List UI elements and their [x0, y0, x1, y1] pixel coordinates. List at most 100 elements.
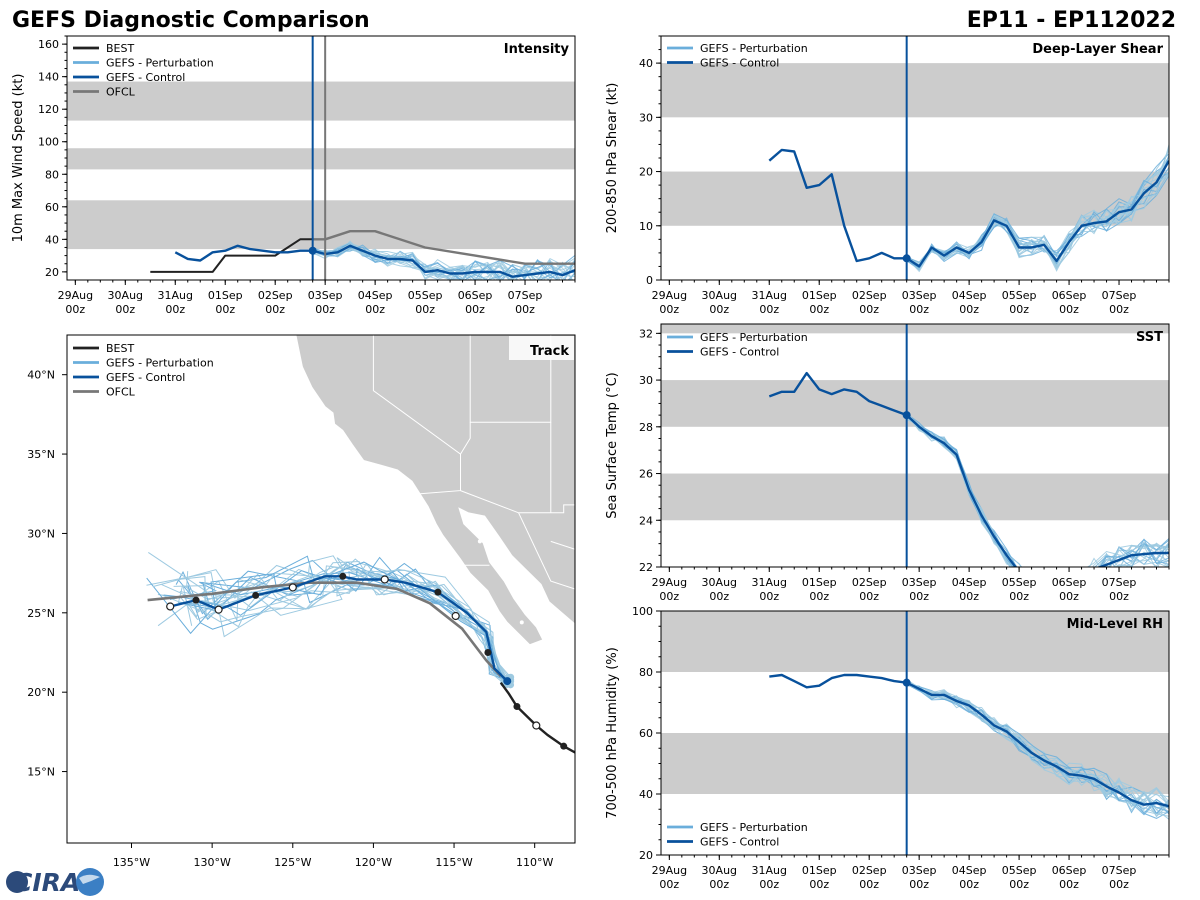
rh-perturbation-line: [906, 684, 1169, 806]
shear-ytick-label: 10: [639, 220, 653, 233]
shear-panel: 01020304029Aug00z30Aug00z31Aug00z01Sep00…: [605, 35, 1170, 316]
sst-ytick-label: 26: [639, 468, 653, 481]
track-legend-label-control: GEFS - Control: [106, 371, 185, 384]
rh-xtick-label-hour: 00z: [959, 878, 979, 891]
shear-xtick-label-hour: 00z: [1009, 303, 1029, 316]
track-best-marker-open: [532, 721, 541, 730]
land-mass: [295, 335, 575, 646]
rh-xtick-label-date: 01Sep: [802, 864, 837, 877]
sst-xtick-label-date: 05Sep: [1002, 576, 1037, 589]
figure-title-right: EP11 - EP112022: [967, 8, 1176, 33]
rh-ytick-label: 80: [639, 666, 653, 679]
intensity-legend-label-perturbation: GEFS - Perturbation: [106, 57, 214, 70]
shear-xtick-label-hour: 00z: [1059, 303, 1079, 316]
sst-xtick-label-hour: 00z: [859, 590, 879, 603]
rh-ytick-label: 20: [639, 849, 653, 862]
intensity-xtick-label-date: 31Aug: [158, 289, 193, 302]
intensity-xtick-label-hour: 00z: [215, 303, 235, 316]
sst-xtick-label-date: 04Sep: [952, 576, 987, 589]
shear-ytick-label: 30: [639, 111, 653, 124]
sst-xtick-label-hour: 00z: [1059, 590, 1079, 603]
sst-panel: 22242628303229Aug00z30Aug00z31Aug00z01Se…: [605, 323, 1170, 603]
shear-legend-label-perturbation: GEFS - Perturbation: [700, 42, 808, 55]
intensity-ytick-label: 140: [38, 71, 59, 84]
track-lon-label: 135°W: [113, 856, 150, 869]
track-lon-label: 110°W: [516, 856, 553, 869]
sst-ytick-label: 32: [639, 327, 653, 340]
rh-xtick-label-hour: 00z: [709, 878, 729, 891]
sst-xtick-label-hour: 00z: [759, 590, 779, 603]
map-border: [460, 422, 471, 455]
rh-xtick-label-hour: 00z: [909, 878, 929, 891]
track-lon-label: 130°W: [193, 856, 230, 869]
sst-legend-label-perturbation: GEFS - Perturbation: [700, 331, 808, 344]
intensity-xtick-label-date: 01Sep: [208, 289, 243, 302]
sst-xtick-label-date: 02Sep: [852, 576, 887, 589]
intensity-panel: 2040608010012014016029Aug00z30Aug00z31Au…: [11, 35, 576, 316]
intensity-ofcl-line: [312, 230, 575, 265]
intensity-series-group: [150, 230, 575, 278]
sst-band: [661, 380, 1169, 427]
rh-xtick-label-date: 03Sep: [902, 864, 937, 877]
cira-logo-globe: [76, 868, 104, 896]
intensity-init-marker: [308, 246, 317, 255]
sst-perturbation-line: [906, 415, 1169, 567]
intensity-perturbation-line: [312, 246, 575, 280]
track-control-marker-filled: [434, 588, 442, 596]
shear-xtick-label-date: 07Sep: [1102, 289, 1137, 302]
sst-xtick-label-date: 03Sep: [902, 576, 937, 589]
track-panel: 135°W 130°W 125°W 120°W 115°W 110°W 15°N 20°N 25…: [27, 334, 576, 869]
shear-xtick-label-hour: 00z: [709, 303, 729, 316]
intensity-legend-label-control: GEFS - Control: [106, 71, 185, 84]
rh-legend-label-perturbation: GEFS - Perturbation: [700, 821, 808, 834]
intensity-xtick-label-hour: 00z: [365, 303, 385, 316]
intensity-xtick-label-date: 04Sep: [358, 289, 393, 302]
intensity-band: [67, 200, 575, 250]
track-lat-label: 15°N: [27, 766, 55, 779]
sst-control-line: [768, 371, 1169, 567]
sst-xtick-label-date: 29Aug: [652, 576, 687, 589]
sst-xtick-label-hour: 00z: [809, 590, 829, 603]
sst-xtick-label-date: 06Sep: [1052, 576, 1087, 589]
rh-ylabel: 700-500 hPa Humidity (%): [605, 647, 620, 819]
rh-series-group: [769, 673, 1169, 808]
rh-xtick-label-hour: 00z: [759, 878, 779, 891]
sst-perturbation-line: [906, 413, 1169, 567]
sst-band: [661, 324, 1169, 334]
shear-title: Deep-Layer Shear: [1032, 42, 1163, 57]
intensity-ylabel: 10m Max Wind Speed (kt): [11, 74, 26, 243]
sst-ytick-label: 22: [639, 561, 653, 574]
intensity-xtick-label-date: 03Sep: [308, 289, 343, 302]
shear-xtick-label-date: 30Aug: [702, 289, 737, 302]
intensity-ytick-label: 60: [45, 201, 59, 214]
track-legend-label-ofcl: OFCL: [106, 386, 136, 399]
rh-xtick-label-hour: 00z: [1109, 878, 1129, 891]
intensity-legend-label-best: BEST: [106, 42, 134, 55]
intensity-ytick-label: 40: [45, 233, 59, 246]
shear-ylabel: 200-850 hPa Shear (kt): [605, 83, 620, 234]
intensity-xtick-label-hour: 00z: [165, 303, 185, 316]
intensity-xtick-label-hour: 00z: [465, 303, 485, 316]
intensity-xtick-label-hour: 00z: [415, 303, 435, 316]
sst-frame: [660, 323, 1170, 568]
track-lon-label: 120°W: [355, 856, 392, 869]
track-best-marker-filled: [513, 702, 521, 710]
map-border: [518, 512, 575, 590]
shear-xtick-label-date: 05Sep: [1002, 289, 1037, 302]
track-init-marker: [503, 677, 512, 686]
track-best-line: [499, 681, 575, 754]
rh-xtick-label-date: 07Sep: [1102, 864, 1137, 877]
intensity-ytick-label: 80: [45, 168, 59, 181]
rh-ytick-label: 40: [639, 788, 653, 801]
gulf-island: [477, 539, 482, 544]
gulf-island: [485, 545, 490, 550]
cira-logo-disc: [6, 871, 28, 893]
track-control-marker-filled: [339, 572, 347, 580]
shear-xtick-label-hour: 00z: [909, 303, 929, 316]
intensity-legend-label-ofcl: OFCL: [106, 86, 136, 99]
sst-xtick-label-hour: 00z: [909, 590, 929, 603]
sst-init-marker: [902, 411, 911, 420]
track-lat-label: 30°N: [27, 527, 55, 540]
sst-xtick-label-date: 30Aug: [702, 576, 737, 589]
